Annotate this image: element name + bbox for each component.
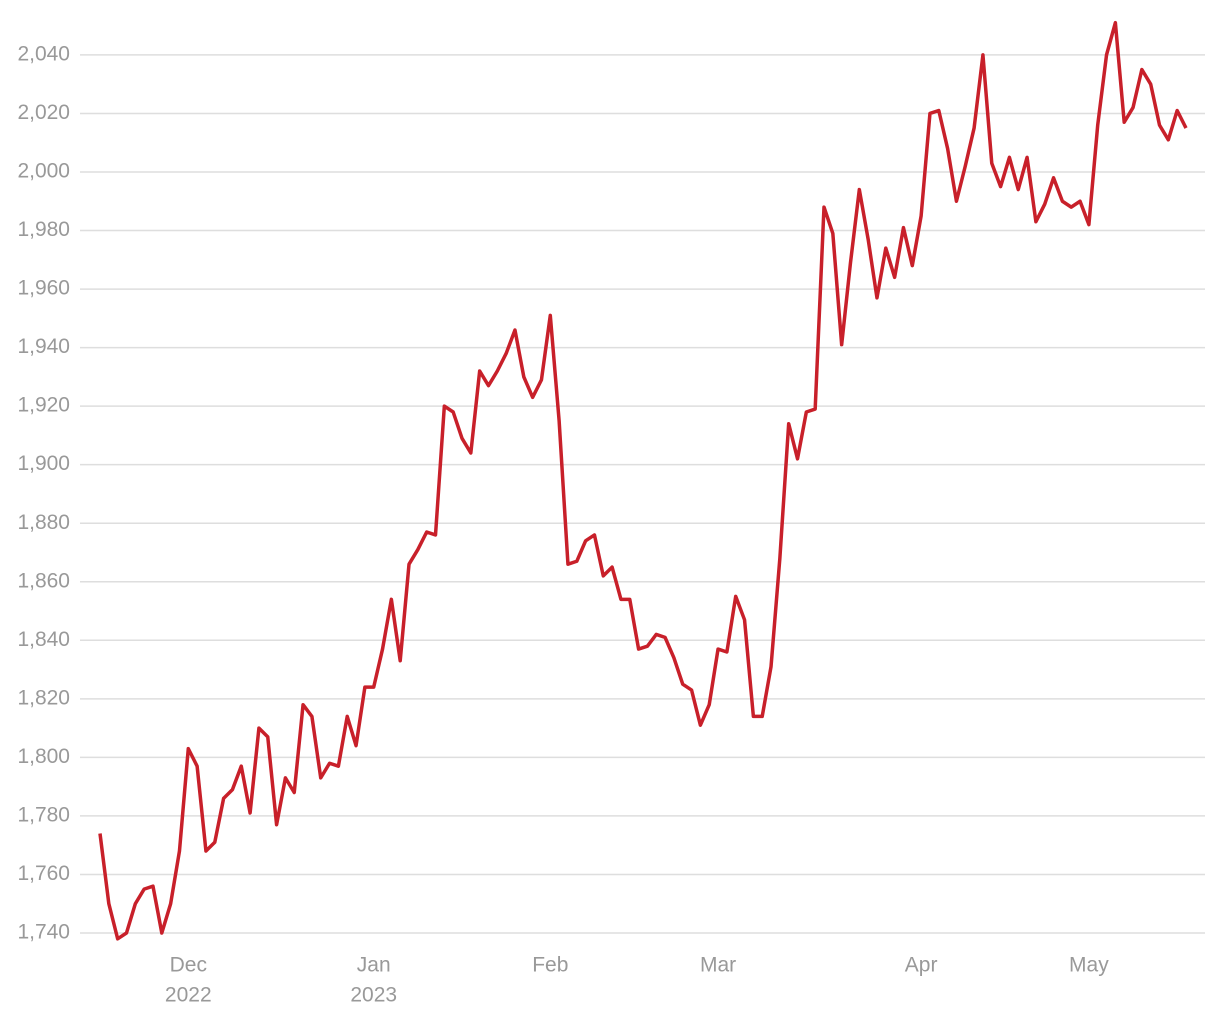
y-tick-label: 2,000	[17, 160, 70, 183]
y-tick-label: 1,840	[17, 628, 70, 651]
y-tick-label: 1,760	[17, 862, 70, 885]
x-tick-label: Feb	[532, 954, 568, 977]
x-tick-label: Mar	[700, 954, 736, 977]
y-tick-label: 1,880	[17, 511, 70, 534]
y-tick-label: 1,980	[17, 218, 70, 241]
x-tick-label: Dec	[170, 954, 207, 977]
y-tick-label: 1,820	[17, 686, 70, 709]
x-tick-label: Apr	[905, 954, 938, 977]
y-tick-label: 1,920	[17, 394, 70, 417]
price-line	[98, 20, 1188, 941]
y-tick-label: 1,860	[17, 569, 70, 592]
x-tick-sublabel: 2022	[165, 984, 212, 1007]
y-tick-label: 1,780	[17, 803, 70, 826]
y-tick-label: 1,940	[17, 335, 70, 358]
y-tick-label: 1,800	[17, 745, 70, 768]
y-tick-label: 1,740	[17, 921, 70, 944]
x-tick-label: Jan	[357, 954, 391, 977]
y-tick-label: 1,960	[17, 277, 70, 300]
x-tick-label: May	[1069, 954, 1109, 977]
y-tick-label: 2,040	[17, 42, 70, 65]
y-tick-label: 2,020	[17, 101, 70, 124]
y-tick-label: 1,900	[17, 452, 70, 475]
x-tick-sublabel: 2023	[350, 984, 397, 1007]
